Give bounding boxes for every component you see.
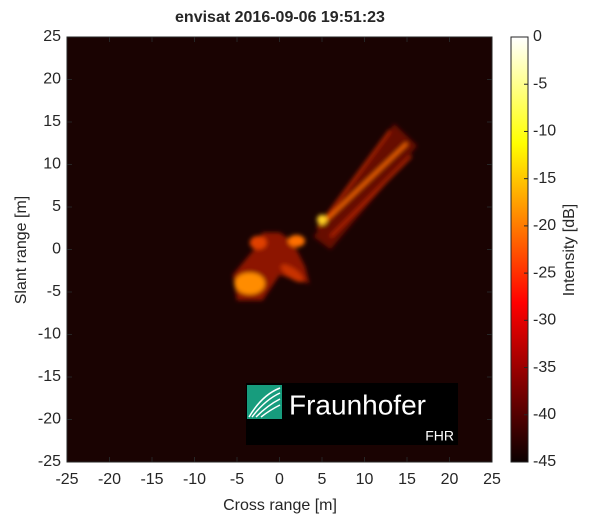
y-tick-label: -5	[47, 283, 61, 300]
colorbar-tick-label: -25	[533, 264, 556, 281]
y-tick-label: 10	[43, 156, 61, 173]
colorbar-tick-label: -35	[533, 359, 556, 376]
x-tick-label: 15	[398, 471, 416, 488]
colorbar-tick-label: -45	[533, 453, 556, 470]
colorbar-tick-label: -5	[533, 75, 547, 92]
y-axis-label: Slant range [m]	[13, 196, 30, 305]
x-tick-label: -5	[230, 471, 244, 488]
x-axis-label: Cross range [m]	[223, 497, 337, 514]
logo-unit: FHR	[425, 428, 454, 444]
colorbar-label: Intensity [dB]	[561, 204, 578, 297]
y-tick-label: -25	[38, 453, 61, 470]
x-tick-label: 10	[356, 471, 374, 488]
colorbar-tick-label: -40	[533, 406, 556, 423]
radar-return	[320, 142, 409, 226]
y-tick-label: -15	[38, 368, 61, 385]
y-tick-label: 20	[43, 71, 61, 88]
x-tick-label: -25	[55, 471, 78, 488]
y-tick-label: 15	[43, 113, 61, 130]
x-tick-label: -15	[140, 471, 163, 488]
x-tick-label: -10	[183, 471, 206, 488]
chart-title: envisat 2016-09-06 19:51:23	[175, 9, 385, 26]
colorbar-tick-label: -20	[533, 217, 556, 234]
x-tick-label: -20	[98, 471, 121, 488]
colorbar-tick-label: -15	[533, 170, 556, 187]
x-tick-label: 20	[441, 471, 459, 488]
colorbar	[510, 36, 529, 463]
y-tick-label: 25	[43, 28, 61, 45]
x-tick-label: 0	[275, 471, 284, 488]
y-tick-label: 0	[52, 241, 61, 258]
x-tick-label: 25	[483, 471, 501, 488]
logo-name: Fraunhofer	[289, 389, 426, 420]
y-tick-label: -20	[38, 411, 61, 428]
radar-return	[288, 235, 305, 247]
radar-return	[234, 272, 266, 295]
colorbar-tick-label: -30	[533, 312, 556, 329]
logo: Fraunhofer FHR	[246, 383, 458, 445]
x-tick-label: 5	[318, 471, 327, 488]
y-tick-label: -10	[38, 326, 61, 343]
colorbar-tick-label: -10	[533, 123, 556, 140]
radar-return	[249, 235, 267, 250]
radar-return	[280, 264, 304, 283]
logo-lines	[248, 387, 281, 418]
radar-return	[316, 214, 328, 225]
y-tick-label: 5	[52, 198, 61, 215]
colorbar-tick-label: 0	[533, 28, 542, 45]
radar-return	[316, 129, 392, 230]
radar-return	[313, 123, 418, 250]
radar-image	[232, 123, 418, 301]
radar-return	[329, 155, 413, 238]
logo-mark	[247, 385, 282, 419]
